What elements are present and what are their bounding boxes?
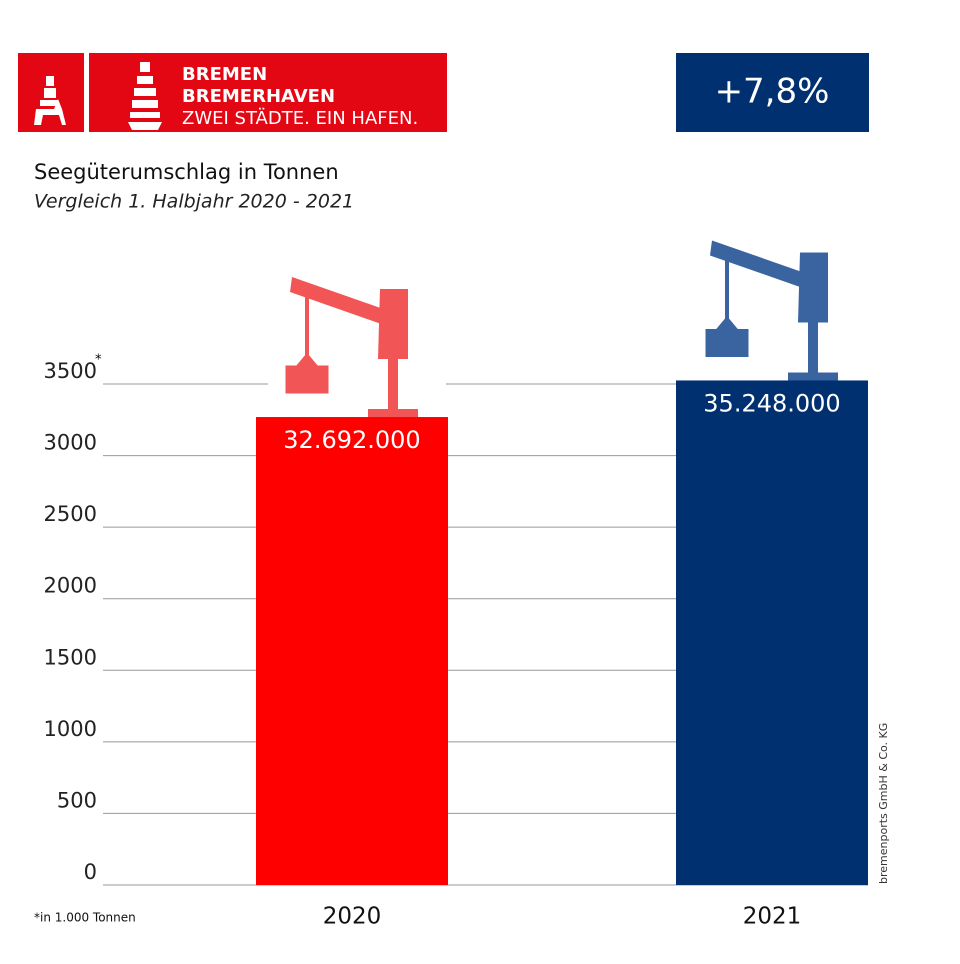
y-tick-label: 0 bbox=[84, 860, 97, 884]
y-tick-label: 500 bbox=[57, 788, 97, 812]
crane-part bbox=[710, 240, 812, 291]
logo-icon bbox=[34, 62, 162, 130]
logo-text: BREMERHAVEN bbox=[182, 86, 335, 107]
badge-text: +7,8% bbox=[715, 72, 830, 112]
badge bbox=[676, 53, 869, 132]
logo-text: BREMEN bbox=[182, 64, 267, 85]
x-tick-label: 2021 bbox=[743, 904, 802, 930]
y-tick-label: 2500 bbox=[44, 502, 97, 526]
crane-icon bbox=[268, 273, 446, 424]
crane-part bbox=[268, 273, 446, 424]
crane-part bbox=[290, 277, 392, 328]
bar bbox=[676, 380, 868, 885]
crane-part bbox=[688, 236, 866, 387]
bar bbox=[256, 417, 448, 885]
crane-part bbox=[285, 352, 329, 394]
crane-part bbox=[705, 316, 749, 357]
chart-subtitle: Vergleich 1. Halbjahr 2020 - 2021 bbox=[34, 191, 354, 213]
y-tick-label: 1500 bbox=[44, 645, 97, 669]
footnote: *in 1.000 Tonnen bbox=[34, 911, 136, 925]
chart-title: Seegüterumschlag in Tonnen bbox=[34, 160, 339, 184]
credit: bremenports GmbH & Co. KG bbox=[877, 723, 890, 884]
y-tick-label: 3500 bbox=[44, 359, 97, 383]
x-tick-label: 2020 bbox=[323, 904, 382, 930]
crane-part bbox=[368, 289, 418, 420]
axis-marker: * bbox=[95, 353, 102, 368]
value-label: 35.248.000 bbox=[703, 389, 840, 417]
logo-text: ZWEI STÄDTE. EIN HAFEN. bbox=[182, 108, 418, 129]
crane-part bbox=[788, 252, 838, 383]
value-label: 32.692.000 bbox=[283, 426, 420, 454]
crane-icon bbox=[688, 236, 866, 387]
y-tick-label: 3000 bbox=[44, 431, 97, 455]
y-tick-label: 2000 bbox=[44, 574, 97, 598]
y-tick-label: 1000 bbox=[44, 717, 97, 741]
